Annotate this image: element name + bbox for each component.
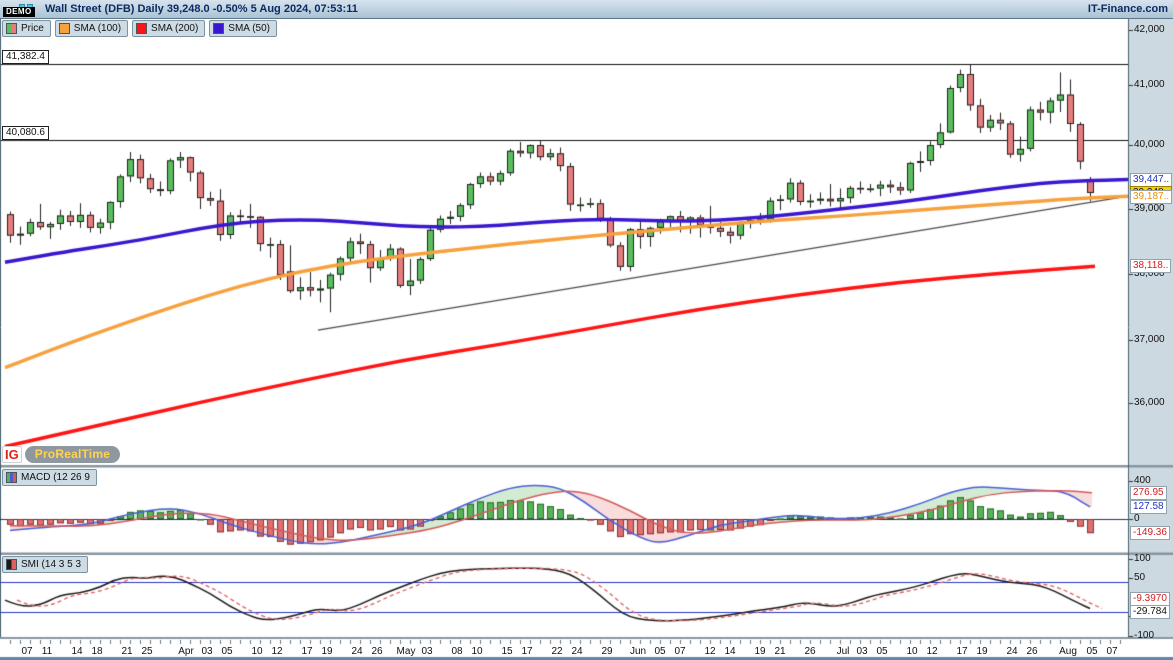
- macd-axis-tick-label: 0: [1134, 513, 1140, 524]
- legend-price-label: Price: [21, 23, 44, 34]
- date-tick-label: 15: [501, 646, 513, 657]
- date-tick-label: 07: [1106, 646, 1118, 657]
- macd-chip-label: MACD (12 26 9: [21, 472, 90, 483]
- price-tag: 39,187..: [1130, 190, 1173, 205]
- price-series-icon: [6, 23, 17, 34]
- date-tick-label: 24: [351, 646, 363, 657]
- date-tick-label: 25: [141, 646, 153, 657]
- macd-icon: [6, 472, 17, 483]
- smi-value-tag: -9.3970: [1130, 591, 1170, 606]
- date-tick-label: 14: [724, 646, 736, 657]
- date-tick-label: 17: [956, 646, 968, 657]
- date-tick-label: 21: [121, 646, 133, 657]
- date-tick-label: 19: [976, 646, 988, 657]
- date-tick-label: 10: [471, 646, 483, 657]
- date-tick-label: 10: [251, 646, 263, 657]
- date-tick-label: 05: [1086, 646, 1098, 657]
- macd-indicator-chip[interactable]: MACD (12 26 9: [2, 469, 97, 486]
- date-tick-label: 19: [754, 646, 766, 657]
- smi-indicator-chip[interactable]: SMI (14 3 5 3: [2, 556, 89, 573]
- brand-link[interactable]: IT-Finance.com: [1087, 3, 1168, 15]
- date-tick-label: 24: [1006, 646, 1018, 657]
- smi-axis-tick-label: 100: [1134, 552, 1151, 564]
- price-axis-tick-label: 36,000: [1134, 397, 1165, 408]
- price-axis-tick-label: 42,000: [1134, 24, 1165, 35]
- date-tick-label: 05: [221, 646, 233, 657]
- date-tick-label: 26: [804, 646, 816, 657]
- date-tick-label: 26: [371, 646, 383, 657]
- date-tick-label: 12: [271, 646, 283, 657]
- date-tick-label: 18: [91, 646, 103, 657]
- smi-chip-label: SMI (14 3 5 3: [21, 559, 82, 570]
- legend-sma200[interactable]: SMA (200): [132, 20, 206, 37]
- smi-icon: [6, 559, 17, 570]
- date-tick-label: Aug: [1059, 646, 1077, 657]
- date-tick-label: 24: [571, 646, 583, 657]
- legend-sma100[interactable]: SMA (100): [54, 20, 129, 37]
- price-axis-tick-label: 38,000: [1134, 268, 1165, 279]
- date-tick-label: 22: [551, 646, 563, 657]
- date-tick-label: Jul: [836, 646, 850, 657]
- date-tick-label: 29: [601, 646, 613, 657]
- legend-sma200-label: SMA (200): [151, 23, 199, 34]
- smi-axis-tick-label: 50: [1134, 571, 1146, 583]
- macd-value-tag: -149.36: [1130, 526, 1170, 541]
- macd-value-tag: 276.95: [1130, 485, 1167, 500]
- date-tick-label: 17: [301, 646, 313, 657]
- date-tick-label: 14: [71, 646, 83, 657]
- legend-sma100-label: SMA (100): [73, 23, 122, 34]
- sma50-series-icon: [213, 23, 225, 34]
- date-tick-label: Apr: [178, 646, 194, 657]
- date-tick-label: 07: [21, 646, 33, 657]
- prorealtime-watermark: IG ProRealTime: [2, 446, 121, 463]
- date-tick-label: 12: [704, 646, 716, 657]
- legend-price[interactable]: Price: [2, 20, 51, 37]
- sma200-series-icon: [136, 23, 148, 34]
- price-level-label: 41,382.4: [2, 49, 49, 64]
- date-tick-label: 03: [421, 646, 433, 657]
- date-tick-label: Jun: [629, 646, 647, 657]
- date-tick-label: 11: [41, 646, 53, 657]
- date-tick-label: 19: [321, 646, 333, 657]
- price-axis-tick-label: 39,000: [1134, 203, 1165, 214]
- prorealtime-logo: ProRealTime: [24, 446, 121, 463]
- legend-row: Price SMA (100) SMA (200) SMA (50): [2, 20, 277, 37]
- date-tick-label: 03: [856, 646, 868, 657]
- macd-axis-tick-label: 400: [1134, 475, 1151, 486]
- chart-title: Wall Street (DFB) Daily 39,248.0 -0.50% …: [45, 3, 358, 15]
- date-tick-label: May: [396, 646, 416, 657]
- date-tick-label: 17: [521, 646, 533, 657]
- smi-axis-tick-label: -100: [1134, 629, 1155, 641]
- legend-sma50[interactable]: SMA (50): [209, 20, 277, 37]
- price-axis-tick-label: 37,000: [1134, 334, 1165, 345]
- title-bar: DEMO Wall Street (DFB) Daily 39,248.0 -0…: [0, 0, 1173, 19]
- legend-sma50-label: SMA (50): [228, 23, 270, 34]
- ig-logo: IG: [2, 446, 22, 463]
- smi-value-tag: -29.784: [1130, 605, 1170, 620]
- date-tick-label: 21: [774, 646, 786, 657]
- date-tick-label: 12: [926, 646, 938, 657]
- date-tick-label: 10: [906, 646, 918, 657]
- demo-badge: DEMO: [3, 7, 35, 17]
- date-tick-label: 07: [674, 646, 686, 657]
- price-axis-tick-label: 40,000: [1134, 139, 1165, 150]
- date-tick-label: 05: [876, 646, 888, 657]
- price-axis-tick-label: 41,000: [1134, 79, 1165, 90]
- date-tick-label: 05: [654, 646, 666, 657]
- sma100-series-icon: [58, 23, 70, 34]
- price-level-label: 40,080.6: [2, 126, 49, 141]
- price-tag: 38,118..: [1130, 259, 1172, 274]
- date-tick-label: 03: [201, 646, 213, 657]
- date-tick-label: 26: [1026, 646, 1038, 657]
- macd-value-tag: 127.58: [1130, 499, 1167, 514]
- date-tick-label: 08: [451, 646, 463, 657]
